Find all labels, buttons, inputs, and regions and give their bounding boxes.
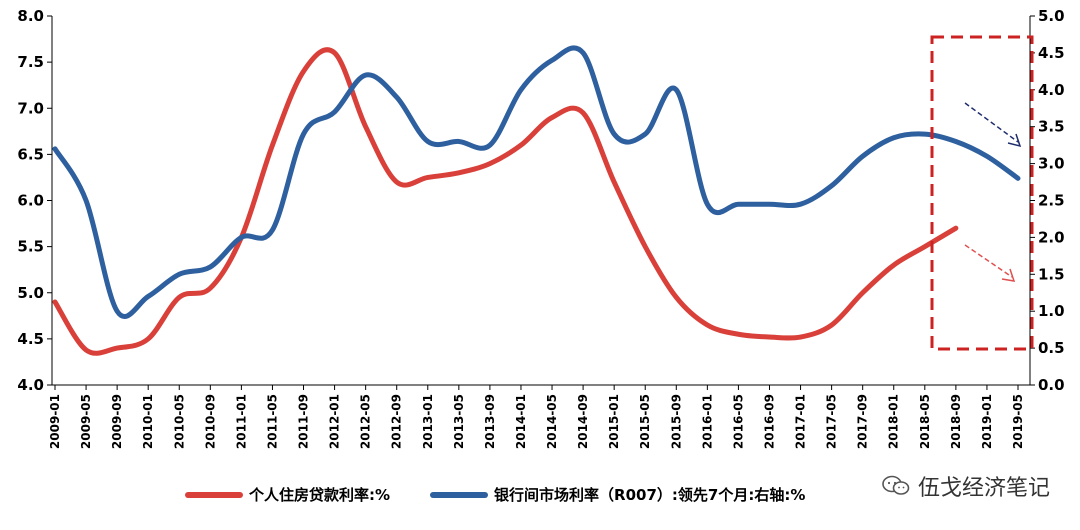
x-tick-label: 2009-01 [48, 394, 62, 449]
x-tick-label: 2016-09 [762, 394, 776, 449]
x-tick-label: 2016-01 [700, 394, 714, 449]
x-tick-label: 2017-05 [825, 394, 839, 449]
y-right-tick-label: 4.0 [1038, 81, 1065, 99]
y-right-tick-label: 4.5 [1038, 44, 1065, 62]
x-tick-label: 2019-05 [1011, 394, 1025, 449]
wechat-icon [882, 475, 910, 495]
legend-item-housing-loan-rate: 个人住房贷款利率:% [185, 484, 390, 505]
arrow-blue-shaft [964, 102, 1019, 143]
y-right-tick-label: 3.0 [1038, 155, 1065, 173]
x-tick-label: 2010-09 [203, 394, 217, 449]
x-tick-label: 2018-09 [949, 394, 963, 449]
series-interbank-rate [52, 45, 1021, 319]
y-right-tick-label: 0.5 [1038, 339, 1065, 357]
arrow-red-shaft [964, 244, 1013, 278]
x-tick-label: 2010-05 [172, 394, 186, 449]
x-tick-label: 2012-09 [390, 394, 404, 449]
y-right-tick-label: 3.5 [1038, 118, 1065, 136]
x-tick-label: 2018-05 [918, 394, 932, 449]
arrow-blue-head [1007, 133, 1022, 148]
y-right-tick-label: 5.0 [1038, 7, 1065, 25]
x-tick-label: 2019-01 [980, 394, 994, 449]
y-left-tick-label: 8.0 [17, 7, 44, 25]
legend-swatch-red [185, 491, 243, 498]
y-left-tick-label: 4.5 [17, 330, 44, 348]
y-right-tick-label: 2.5 [1038, 192, 1065, 210]
y-right-tick-label: 1.0 [1038, 302, 1065, 320]
x-tick-label: 2012-01 [328, 394, 342, 449]
y-right-tick-label: 1.5 [1038, 265, 1065, 283]
y-left-tick-label: 6.0 [17, 192, 44, 210]
arrow-red-head [1001, 268, 1016, 282]
series-line [52, 45, 1021, 319]
x-tick-label: 2014-09 [576, 394, 590, 449]
x-tick-label: 2015-09 [669, 394, 683, 449]
x-tick-label: 2015-01 [607, 394, 621, 449]
y-left-tick-label: 7.0 [17, 99, 44, 117]
y-left-tick-label: 5.5 [17, 238, 44, 256]
x-tick-label: 2014-01 [514, 394, 528, 449]
series-line [52, 47, 959, 356]
y-left-tick-label: 4.0 [17, 376, 44, 394]
legend-label: 银行间市场利率（R007）:领先7个月:右轴:% [494, 486, 806, 504]
x-tick-label: 2012-05 [359, 394, 373, 449]
series-layer [52, 45, 1021, 356]
line-chart: 4.0 4.5 5.0 5.5 6.0 6.5 7.0 7.5 8.0 0.0 0.5 1.0 1.5… [17, 7, 1065, 449]
x-tick-label: 2013-01 [421, 394, 435, 449]
y-left-tick-label: 5.0 [17, 284, 44, 302]
annotation-layer [930, 35, 1034, 351]
y-left-tick-label: 7.5 [17, 53, 44, 71]
y-axis-right-ticks: 0.0 0.5 1.0 1.5 2.0 2.5 3.0 3.5 4.0 4.5 5.0 [1030, 7, 1065, 394]
x-tick-label: 2010-01 [141, 394, 155, 449]
y-left-tick-label: 6.5 [17, 145, 44, 163]
x-tick-label: 2017-01 [794, 394, 808, 449]
legend-label: 个人住房贷款利率:% [249, 486, 391, 504]
y-right-tick-label: 0.0 [1038, 376, 1065, 394]
x-tick-label: 2017-09 [856, 394, 870, 449]
x-tick-label: 2011-05 [265, 394, 279, 449]
y-axis-left-ticks: 4.0 4.5 5.0 5.5 6.0 6.5 7.0 7.5 8.0 [17, 7, 52, 394]
dashed-highlight-box [930, 35, 1034, 351]
legend-item-interbank-rate: 银行间市场利率（R007）:领先7个月:右轴:% [430, 484, 805, 505]
x-tick-label: 2016-05 [731, 394, 745, 449]
x-tick-label: 2009-05 [79, 394, 93, 449]
legend-swatch-blue [430, 491, 489, 498]
x-tick-label: 2009-09 [110, 394, 124, 449]
x-tick-label: 2011-09 [297, 394, 311, 449]
y-right-tick-label: 2.0 [1038, 228, 1065, 246]
x-tick-label: 2013-09 [483, 394, 497, 449]
x-tick-label: 2018-01 [887, 394, 901, 449]
x-tick-label: 2013-05 [452, 394, 466, 449]
x-tick-label: 2014-05 [545, 394, 559, 449]
series-housing-loan-rate [52, 47, 959, 356]
x-axis-ticks: 2009-01 2009-05 2009-09 2010-01 2010-05 2010-… [48, 385, 1025, 449]
x-tick-label: 2015-05 [638, 394, 652, 449]
watermark: 伍戈经济笔记 [882, 470, 1050, 502]
watermark-text: 伍戈经济笔记 [917, 476, 1050, 501]
legend: 个人住房贷款利率:% 银行间市场利率（R007）:领先7个月:右轴:% [185, 484, 845, 505]
x-tick-label: 2011-01 [234, 394, 248, 449]
